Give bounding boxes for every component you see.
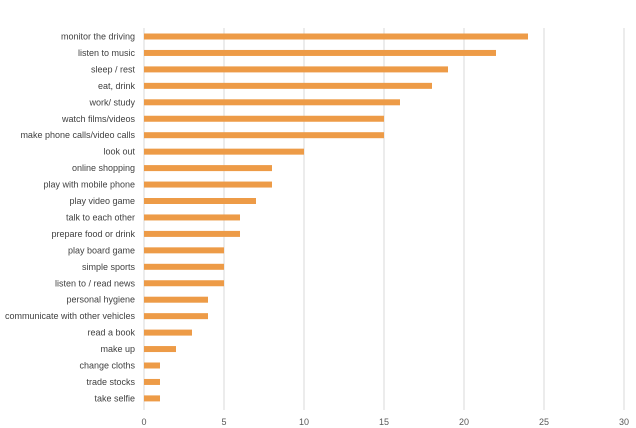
category-label: personal hygiene: [66, 295, 135, 305]
x-tick-label: 0: [141, 417, 146, 427]
category-label: online shopping: [72, 163, 135, 173]
category-label: change cloths: [79, 361, 135, 371]
category-label: play with mobile phone: [43, 180, 135, 190]
category-label: communicate with other vehicles: [5, 311, 136, 321]
bar: [144, 165, 272, 172]
bar: [144, 329, 192, 336]
x-tick-label: 30: [619, 417, 629, 427]
x-tick-label: 10: [299, 417, 309, 427]
bar: [144, 132, 384, 139]
bar: [144, 181, 272, 188]
category-label: play video game: [69, 196, 135, 206]
x-tick-label: 15: [379, 417, 389, 427]
bar: [144, 395, 160, 402]
category-label: simple sports: [82, 262, 136, 272]
category-label: sleep / rest: [91, 64, 136, 74]
x-axis-tick-labels: 0 5 10 15 20 25 30: [141, 417, 629, 427]
bar: [144, 82, 432, 89]
category-label: listen to music: [78, 48, 136, 58]
category-label: read a book: [87, 328, 135, 338]
category-label: watch films/videos: [61, 114, 136, 124]
category-label: take selfie: [94, 393, 135, 403]
category-labels: monitor the driving listen to music sleep …: [5, 32, 136, 404]
bar: [144, 33, 528, 40]
category-label: monitor the driving: [61, 32, 135, 42]
bar: [144, 49, 496, 56]
x-tick-label: 5: [221, 417, 226, 427]
bar: [144, 247, 224, 254]
bar: [144, 346, 176, 353]
bar: [144, 296, 208, 303]
category-label: work/ study: [88, 97, 135, 107]
bar: [144, 214, 240, 221]
bar: [144, 66, 448, 73]
gridlines: [143, 28, 625, 410]
category-label: play board game: [68, 245, 135, 255]
bar: [144, 198, 256, 204]
category-label: talk to each other: [66, 212, 135, 222]
bar: [144, 362, 160, 369]
category-label: make up: [100, 344, 135, 354]
category-label: look out: [103, 147, 135, 157]
bar: [144, 378, 160, 385]
bar: [144, 263, 224, 270]
category-label: trade stocks: [86, 377, 135, 387]
category-label: prepare food or drink: [51, 229, 135, 239]
category-label: eat, drink: [98, 81, 136, 91]
category-label: listen to / read news: [55, 278, 136, 288]
bars-group: [144, 33, 528, 402]
bar: [144, 148, 304, 155]
x-tick-label: 20: [459, 417, 469, 427]
category-label: make phone calls/video calls: [20, 130, 135, 140]
bar: [144, 280, 224, 287]
bar: [144, 115, 384, 122]
bar: [144, 230, 240, 237]
bar: [144, 99, 400, 106]
x-tick-label: 25: [539, 417, 549, 427]
bar: [144, 313, 208, 320]
